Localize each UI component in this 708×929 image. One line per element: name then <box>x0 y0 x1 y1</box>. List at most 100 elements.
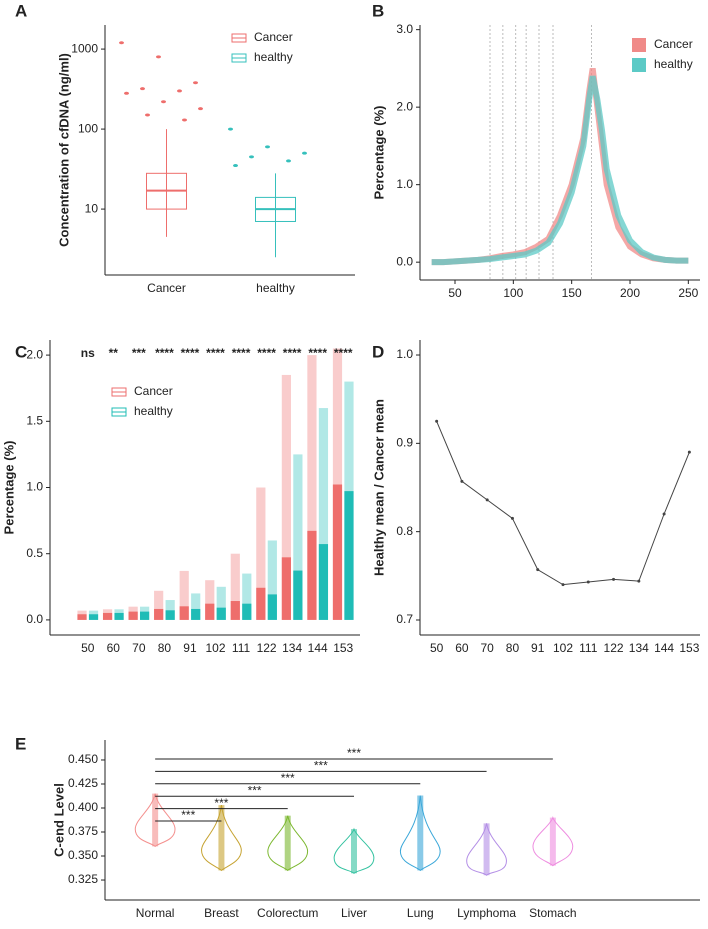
y-tick-label: 0.425 <box>68 776 98 790</box>
legend-swatch <box>632 38 646 52</box>
y-tick-label: 100 <box>78 121 98 135</box>
strip <box>205 580 215 620</box>
x-tick-label: Normal <box>136 906 175 920</box>
strip <box>281 374 291 620</box>
points <box>417 795 424 871</box>
strip-core <box>230 601 240 620</box>
y-tick-label: 2.0 <box>26 347 43 361</box>
strip-core <box>102 612 113 620</box>
point <box>193 81 198 85</box>
legend-label: healthy <box>654 57 693 71</box>
point <box>161 100 166 104</box>
strip-core <box>165 610 175 620</box>
points <box>483 823 490 876</box>
x-tick-label: 91 <box>183 641 197 655</box>
point <box>140 87 145 91</box>
x-tick-label: 80 <box>506 641 520 655</box>
strip-core <box>77 614 87 620</box>
x-tick-label: Colorectum <box>257 906 318 920</box>
significance: **** <box>232 346 251 360</box>
point <box>561 583 565 587</box>
x-tick-label: healthy <box>256 281 295 295</box>
x-tick-label: 60 <box>455 641 469 655</box>
strip-core <box>256 587 266 620</box>
y-tick-label: 1.0 <box>396 347 413 361</box>
point <box>156 55 161 59</box>
point <box>536 568 540 572</box>
significance: **** <box>308 346 327 360</box>
y-tick-label: 0.9 <box>396 436 413 450</box>
x-tick-label: 153 <box>679 641 699 655</box>
x-tick-label: 80 <box>158 641 172 655</box>
point <box>177 89 182 93</box>
point <box>286 159 291 163</box>
strip <box>154 590 164 620</box>
x-tick-label: Lymphoma <box>457 906 516 920</box>
significance: *** <box>181 808 195 822</box>
strip-core <box>281 557 291 620</box>
point <box>637 579 641 583</box>
series-line <box>431 67 689 266</box>
y-tick-label: 0.375 <box>68 824 98 838</box>
x-tick-label: 111 <box>579 641 598 655</box>
x-tick-label: 134 <box>282 641 302 655</box>
significance: *** <box>132 346 146 360</box>
x-tick-label: 102 <box>553 641 573 655</box>
significance: *** <box>314 759 328 773</box>
strip <box>318 408 329 620</box>
panel-label: A <box>15 1 27 20</box>
strip <box>230 553 240 620</box>
point <box>124 91 129 95</box>
point <box>145 113 150 117</box>
strip-core <box>344 491 354 620</box>
x-tick-label: 250 <box>678 286 698 300</box>
significance: *** <box>248 783 262 797</box>
strip <box>267 540 277 620</box>
x-tick-label: 50 <box>81 641 95 655</box>
legend-label: Cancer <box>254 30 293 44</box>
panel-label: D <box>372 342 384 361</box>
strip-core <box>88 614 99 620</box>
legend-label: Cancer <box>134 384 173 398</box>
x-tick-label: Stomach <box>529 906 576 920</box>
point <box>249 155 254 159</box>
strip <box>307 355 317 620</box>
significance: **** <box>257 346 276 360</box>
y-axis-label: Concentration of cfDNA (ng/ml) <box>56 53 71 247</box>
strip-core <box>267 594 277 620</box>
strip <box>242 573 252 620</box>
y-axis-label: C-end Level <box>51 783 66 857</box>
strip-core <box>128 611 138 620</box>
y-tick-label: 3.0 <box>396 22 413 36</box>
points <box>152 793 159 847</box>
strip-core <box>140 611 150 620</box>
significance: **** <box>206 346 225 360</box>
violin <box>134 793 176 848</box>
x-tick-label: 111 <box>232 641 251 655</box>
strip <box>179 570 189 620</box>
strip <box>256 487 266 620</box>
y-tick-label: 2.0 <box>396 99 413 113</box>
x-tick-label: 70 <box>481 641 495 655</box>
x-tick-label: 200 <box>620 286 640 300</box>
point <box>182 118 187 122</box>
point <box>302 151 307 155</box>
point <box>460 479 464 483</box>
significance: **** <box>283 346 302 360</box>
y-tick-label: 1.0 <box>26 480 43 494</box>
strip-core <box>242 603 252 620</box>
y-axis-label: Percentage (%) <box>371 106 386 200</box>
x-tick-label: 102 <box>205 641 225 655</box>
point <box>485 498 489 502</box>
y-tick-label: 10 <box>85 201 99 215</box>
x-tick-label: 50 <box>448 286 462 300</box>
strip-core <box>154 608 164 620</box>
strip <box>191 593 201 620</box>
y-tick-label: 0.325 <box>68 872 98 886</box>
panel-label: B <box>372 1 384 20</box>
x-tick-label: 144 <box>654 641 674 655</box>
x-tick-label: Lung <box>407 906 434 920</box>
points <box>284 815 291 871</box>
point <box>662 512 666 516</box>
